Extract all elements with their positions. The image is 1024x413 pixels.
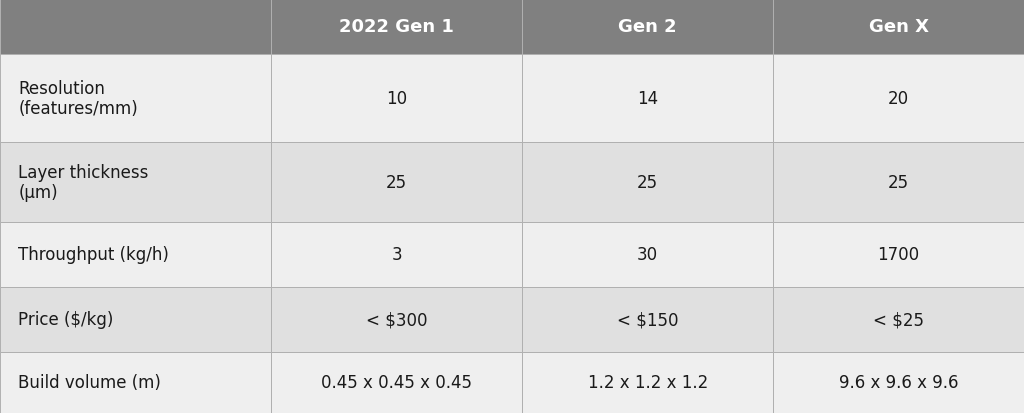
Text: < $300: < $300 bbox=[366, 311, 428, 329]
Bar bbox=[0, 142, 271, 223]
Text: 2022 Gen 1: 2022 Gen 1 bbox=[339, 19, 455, 36]
Bar bbox=[522, 0, 773, 55]
Text: 14: 14 bbox=[637, 90, 658, 108]
Text: Resolution
(features/mm): Resolution (features/mm) bbox=[18, 79, 138, 118]
Text: 0.45 x 0.45 x 0.45: 0.45 x 0.45 x 0.45 bbox=[322, 374, 472, 392]
Bar bbox=[773, 142, 1024, 223]
Text: 25: 25 bbox=[637, 173, 658, 192]
Text: 3: 3 bbox=[391, 246, 402, 264]
Bar bbox=[0, 223, 271, 287]
Bar bbox=[271, 287, 522, 352]
Bar bbox=[271, 55, 522, 142]
Text: < $150: < $150 bbox=[616, 311, 679, 329]
Bar bbox=[773, 55, 1024, 142]
Text: Gen 2: Gen 2 bbox=[618, 19, 677, 36]
Text: 9.6 x 9.6 x 9.6: 9.6 x 9.6 x 9.6 bbox=[839, 374, 958, 392]
Bar bbox=[522, 287, 773, 352]
Text: < $25: < $25 bbox=[873, 311, 924, 329]
Bar bbox=[773, 0, 1024, 55]
Bar bbox=[271, 142, 522, 223]
Bar bbox=[522, 223, 773, 287]
Text: 1.2 x 1.2 x 1.2: 1.2 x 1.2 x 1.2 bbox=[588, 374, 708, 392]
Text: Gen X: Gen X bbox=[868, 19, 929, 36]
Text: 10: 10 bbox=[386, 90, 408, 108]
Bar bbox=[522, 142, 773, 223]
Bar bbox=[0, 55, 271, 142]
Bar bbox=[773, 223, 1024, 287]
Bar bbox=[522, 352, 773, 413]
Text: 30: 30 bbox=[637, 246, 658, 264]
Text: 20: 20 bbox=[888, 90, 909, 108]
Bar bbox=[271, 223, 522, 287]
Bar bbox=[522, 55, 773, 142]
Bar bbox=[271, 0, 522, 55]
Bar bbox=[0, 352, 271, 413]
Text: Price ($/kg): Price ($/kg) bbox=[18, 311, 114, 329]
Text: Throughput (kg/h): Throughput (kg/h) bbox=[18, 246, 169, 264]
Text: 25: 25 bbox=[888, 173, 909, 192]
Text: 1700: 1700 bbox=[878, 246, 920, 264]
Bar bbox=[773, 287, 1024, 352]
Text: Layer thickness
(μm): Layer thickness (μm) bbox=[18, 163, 148, 202]
Bar bbox=[0, 0, 271, 55]
Bar bbox=[773, 352, 1024, 413]
Bar bbox=[0, 287, 271, 352]
Text: 25: 25 bbox=[386, 173, 408, 192]
Bar bbox=[271, 352, 522, 413]
Text: Build volume (m): Build volume (m) bbox=[18, 374, 162, 392]
